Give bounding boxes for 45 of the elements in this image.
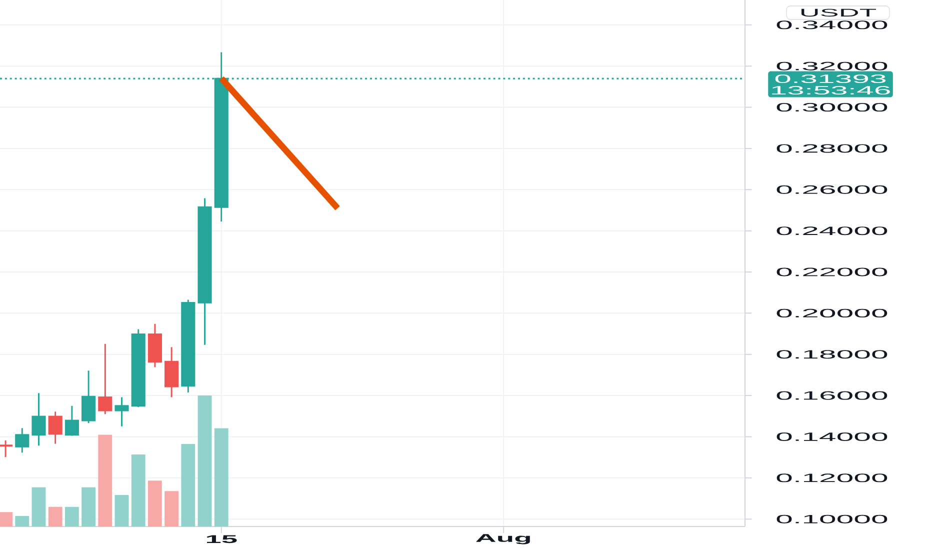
candlestick <box>164 346 179 398</box>
bar <box>148 480 162 526</box>
candlestick <box>64 405 79 436</box>
bar <box>0 512 13 526</box>
candlestick <box>114 396 129 428</box>
bar <box>32 487 46 526</box>
y-tick-label: 0.10000 <box>776 514 888 524</box>
ref-line-label: 0.31393 <box>775 74 886 84</box>
y-tick-label: 0.26000 <box>776 185 888 194</box>
y-tick-label: 0.24000 <box>776 226 888 236</box>
bar <box>181 444 196 526</box>
candlestick <box>181 299 196 394</box>
candlestick <box>32 392 46 446</box>
x-tick-label: Aug <box>476 534 530 544</box>
bar <box>98 434 112 526</box>
candlestick <box>198 198 212 346</box>
candlestick <box>82 370 96 424</box>
y-tick-label: 0.18000 <box>776 350 888 359</box>
y-tick-label: 0.22000 <box>776 268 888 276</box>
y-tick-label: 0.30000 <box>776 103 888 112</box>
y-tick-label: 0.34000 <box>776 20 888 30</box>
bar <box>82 487 96 526</box>
y-tick-label: 0.32000 <box>776 62 888 70</box>
y-tick-label: 0.14000 <box>776 432 888 441</box>
text: 13:53:46 <box>772 86 890 95</box>
candlestick <box>98 343 112 415</box>
bar <box>198 396 212 526</box>
candlestick <box>0 440 13 458</box>
y-tick-label: 0.28000 <box>776 144 888 153</box>
bar <box>164 491 179 526</box>
bar <box>15 516 30 526</box>
y-tick-label: 0.20000 <box>776 308 888 318</box>
bar <box>64 506 79 526</box>
x-tick-label: 15 <box>207 535 237 544</box>
candlestick <box>48 410 62 444</box>
bar <box>114 495 129 526</box>
bar <box>131 454 146 526</box>
candlestick <box>15 427 30 454</box>
y-tick-label: 0.12000 <box>776 474 888 482</box>
bar <box>214 428 228 526</box>
candlestick <box>131 328 146 408</box>
candlestick <box>148 323 162 368</box>
y-tick-label: 0.16000 <box>776 391 888 400</box>
y-axis-title: USDT <box>802 8 876 17</box>
bar <box>48 506 62 526</box>
